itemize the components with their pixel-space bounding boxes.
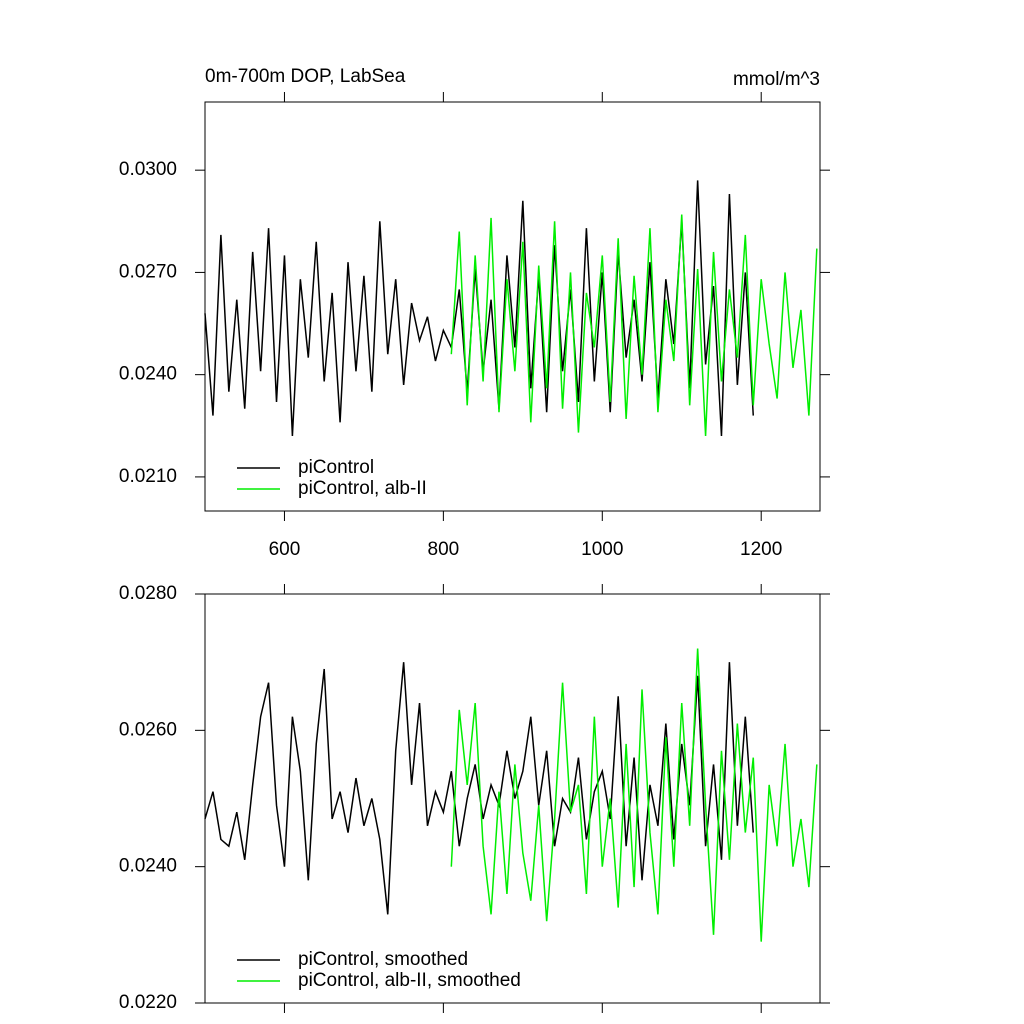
x-tick-label: 600	[269, 539, 301, 560]
legend-label: piControl, smoothed	[298, 949, 468, 970]
y-tick-label: 0.0210	[119, 466, 177, 487]
legend-label: piControl, alb-II	[298, 478, 427, 499]
y-tick-label: 0.0260	[119, 719, 177, 740]
y-tick-label: 0.0280	[119, 583, 177, 604]
x-tick-label: 1200	[740, 539, 782, 560]
x-tick-label: 800	[428, 539, 460, 560]
y-tick-label: 0.0300	[119, 159, 177, 180]
data-line	[450, 214, 818, 437]
data-line	[204, 662, 755, 915]
chart-title: 0m-700m DOP, LabSea	[205, 66, 406, 87]
y-tick-label: 0.0240	[119, 856, 177, 877]
plot-frame	[204, 593, 821, 1004]
plot-frame	[204, 101, 821, 512]
legend-label: piControl, alb-II, smoothed	[298, 970, 521, 991]
y-tick-label: 0.0240	[119, 364, 177, 385]
y-tick-label: 0.0270	[119, 261, 177, 282]
y-tick-label: 0.0220	[119, 992, 177, 1013]
x-tick-label: 1000	[581, 539, 623, 560]
units-label: mmol/m^3	[733, 69, 820, 90]
data-line	[450, 648, 818, 942]
legend-label: piControl	[298, 457, 374, 478]
